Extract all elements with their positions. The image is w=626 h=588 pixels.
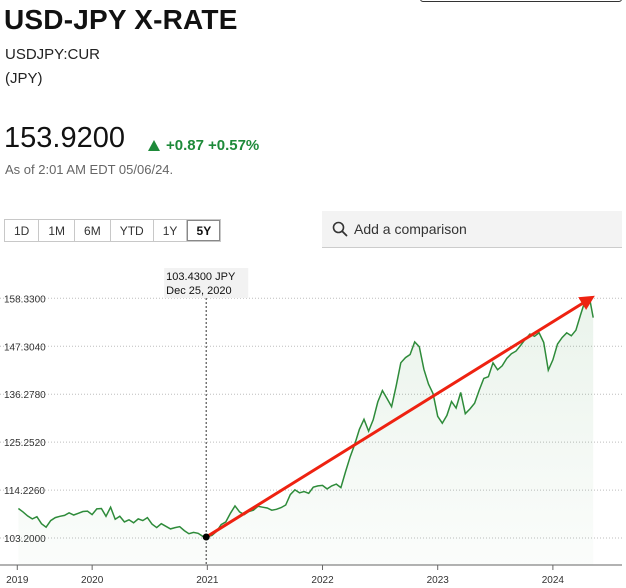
range-ytd[interactable]: YTD [110,220,154,241]
price-area-fill [18,298,594,565]
y-tick-label: 125.2520 [4,438,46,449]
x-tick-label: 2024 [542,575,565,586]
search-icon [332,221,348,237]
x-axis-labels: 2019 2020 2021 2022 2023 2024 [6,565,564,586]
quote-currency: (JPY) [5,70,43,87]
x-tick-label: 2023 [427,575,450,586]
ticker-symbol: USDJPY:CUR [5,46,101,63]
y-tick-label: 114.2260 [4,486,45,497]
tooltip-background [164,268,249,298]
page-title: USD-JPY X-RATE [4,4,238,35]
up-arrow-icon [148,140,160,151]
change-percent: +0.57% [207,137,260,154]
change-value: +0.87 [166,137,204,154]
y-axis-labels: 103.2000114.2260125.2520136.2780147.3040… [4,294,46,545]
y-tick-label: 147.3040 [4,342,46,353]
price-line [17,297,594,538]
time-range-selector: 1D 1M 6M YTD 1Y 5Y [4,219,222,242]
x-tick-label: 2020 [81,575,104,586]
range-6m[interactable]: 6M [75,220,111,241]
range-1y[interactable]: 1Y [153,220,188,241]
as-of-timestamp: As of 2:01 AM EDT 05/06/24. [5,162,174,177]
range-1d[interactable]: 1D [5,220,40,241]
comparison-input[interactable] [354,221,604,237]
range-5y[interactable]: 5Y [187,220,221,241]
trend-arrow [204,295,595,539]
chart-tooltip: 103.4300 JPY Dec 25, 2020 [164,268,249,298]
price-change: +0.87 +0.57% [148,137,259,154]
tooltip-date: Dec 25, 2020 [166,285,231,297]
x-tick-label: 2022 [311,575,334,586]
comparison-search[interactable] [322,211,622,248]
y-tick-label: 158.3300 [4,294,46,305]
top-right-box [420,0,622,2]
range-1m[interactable]: 1M [39,220,76,241]
x-tick-label: 2021 [196,575,219,586]
price-chart: 103.2000114.2260125.2520136.2780147.3040… [0,268,622,586]
y-tick-label: 136.2780 [4,390,46,401]
last-price: 153.9200 [4,122,125,154]
x-tick-label: 2019 [6,575,29,586]
tooltip-value: 103.4300 JPY [166,271,236,283]
highlight-point [202,533,210,541]
